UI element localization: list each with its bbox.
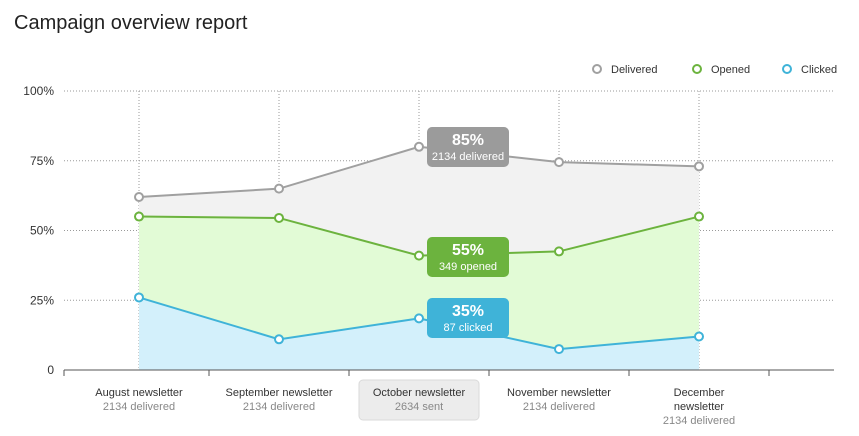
badge-opened [427,237,509,277]
legend[interactable]: Delivered Opened Clicked [592,64,837,76]
point-delivered[interactable] [134,192,144,203]
y-tick-label: 0 [47,363,54,377]
x-category-sublabel: 2134 delivered [243,401,315,413]
badge-clicked [427,298,509,338]
legend-marker-opened[interactable] [692,64,702,74]
badge-delivered [427,127,509,167]
point-opened[interactable] [554,246,564,257]
point-delivered[interactable] [414,141,424,152]
x-category-label: December [674,387,725,399]
point-opened[interactable] [694,211,704,222]
legend-label-opened[interactable]: Opened [711,64,750,76]
y-tick-label: 50% [30,224,54,238]
x-category-sublabel: 2134 delivered [663,415,735,427]
x-category-label: November newsletter [507,387,611,399]
x-category-sublabel: 2134 delivered [103,401,175,413]
badge-detail-label: 2134 delivered [432,151,504,163]
axes: 0 25% 50% 75% 100% August newsletter 2134 deli… [23,84,834,427]
point-clicked[interactable] [134,292,144,303]
legend-marker-delivered[interactable] [592,64,602,74]
point-clicked[interactable] [274,334,284,345]
category-highlight[interactable] [358,379,480,421]
x-category-label: August newsletter [95,387,183,399]
point-opened[interactable] [274,212,284,223]
x-category-label: October newsletter [373,387,466,399]
badge-value-label: 35% [452,303,484,320]
series-points[interactable] [134,141,704,355]
badge-value-label: 85% [452,132,484,149]
y-tick-label: 25% [30,293,54,307]
legend-marker-clicked[interactable] [782,64,792,74]
annotation-badges: 85% 2134 delivered 55% 349 opened 35% 87 clic… [427,127,509,338]
point-clicked[interactable] [694,331,704,342]
point-delivered[interactable] [554,157,564,168]
x-category-label: September newsletter [226,387,333,399]
x-category-sublabel: 2134 delivered [523,401,595,413]
point-clicked[interactable] [414,313,424,324]
badge-detail-label: 87 clicked [444,322,493,334]
y-tick-label: 75% [30,154,54,168]
point-opened[interactable] [414,250,424,261]
y-tick-label: 100% [23,84,54,98]
x-category-sublabel: 2634 sent [395,401,443,413]
point-opened[interactable] [134,211,144,222]
badge-detail-label: 349 opened [439,261,497,273]
legend-label-clicked[interactable]: Clicked [801,64,837,76]
point-delivered[interactable] [694,161,704,172]
point-clicked[interactable] [554,344,564,355]
badge-value-label: 55% [452,242,484,259]
point-delivered[interactable] [274,183,284,194]
page-title: Campaign overview report [14,12,248,34]
x-category-label: newsletter [674,401,724,413]
legend-label-delivered[interactable]: Delivered [611,64,657,76]
